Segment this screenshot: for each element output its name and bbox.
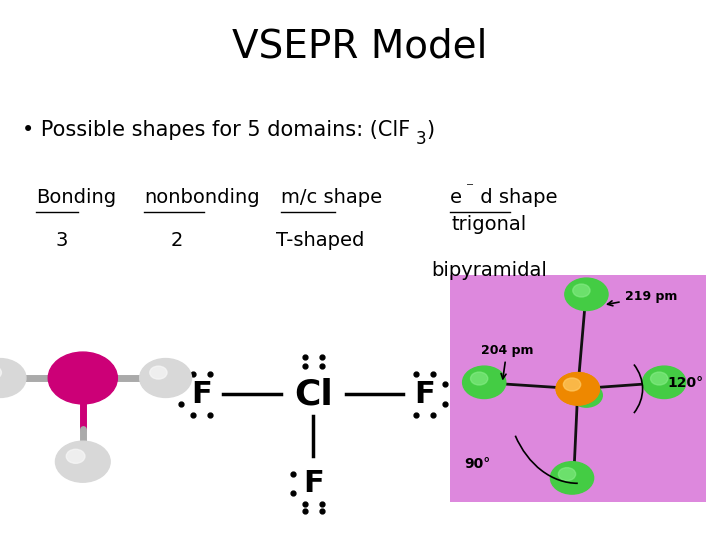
Circle shape — [643, 366, 686, 399]
Circle shape — [140, 359, 192, 397]
Text: F: F — [192, 380, 212, 409]
Text: 120°: 120° — [668, 376, 704, 390]
Circle shape — [0, 359, 26, 397]
Circle shape — [471, 372, 488, 385]
Circle shape — [571, 383, 603, 407]
Text: d shape: d shape — [474, 187, 558, 207]
Circle shape — [0, 366, 1, 379]
Text: ⁻: ⁻ — [466, 180, 474, 195]
Text: 219 pm: 219 pm — [608, 289, 677, 306]
Text: • Possible shapes for 5 domains: (ClF: • Possible shapes for 5 domains: (ClF — [22, 119, 410, 140]
Text: 3: 3 — [55, 231, 68, 250]
Bar — [450, 275, 706, 502]
Text: 90°: 90° — [464, 457, 490, 471]
Text: 3: 3 — [415, 130, 426, 148]
Circle shape — [66, 449, 85, 463]
Circle shape — [55, 441, 110, 482]
Text: 2: 2 — [170, 231, 183, 250]
Circle shape — [462, 366, 505, 399]
Circle shape — [651, 372, 668, 385]
Text: Cl: Cl — [294, 377, 333, 411]
Text: e: e — [450, 187, 462, 207]
Text: ): ) — [426, 119, 434, 140]
Circle shape — [575, 387, 588, 396]
Text: VSEPR Model: VSEPR Model — [233, 27, 487, 65]
Text: F: F — [303, 469, 323, 498]
Text: bipyramidal: bipyramidal — [432, 260, 547, 280]
Text: Bonding: Bonding — [36, 187, 116, 207]
Circle shape — [48, 352, 117, 404]
Text: 204 pm: 204 pm — [481, 343, 533, 379]
Text: trigonal: trigonal — [452, 214, 527, 234]
Circle shape — [556, 373, 599, 405]
Circle shape — [150, 366, 167, 379]
Circle shape — [556, 373, 599, 405]
Text: nonbonding: nonbonding — [144, 187, 260, 207]
Circle shape — [559, 468, 576, 481]
Circle shape — [565, 278, 608, 310]
Text: m/c shape: m/c shape — [281, 187, 382, 207]
Text: T-shaped: T-shaped — [276, 231, 364, 250]
Text: F: F — [415, 380, 435, 409]
Circle shape — [573, 284, 590, 297]
Circle shape — [563, 378, 580, 391]
Circle shape — [550, 462, 593, 494]
